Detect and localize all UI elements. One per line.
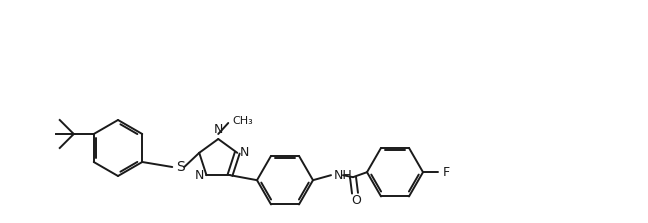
Text: N: N — [239, 146, 249, 159]
Text: N: N — [195, 169, 205, 182]
Text: NH: NH — [334, 169, 353, 182]
Text: CH₃: CH₃ — [232, 116, 253, 126]
Text: F: F — [443, 166, 450, 179]
Text: N: N — [214, 123, 223, 136]
Text: O: O — [351, 194, 361, 207]
Text: S: S — [176, 160, 185, 174]
